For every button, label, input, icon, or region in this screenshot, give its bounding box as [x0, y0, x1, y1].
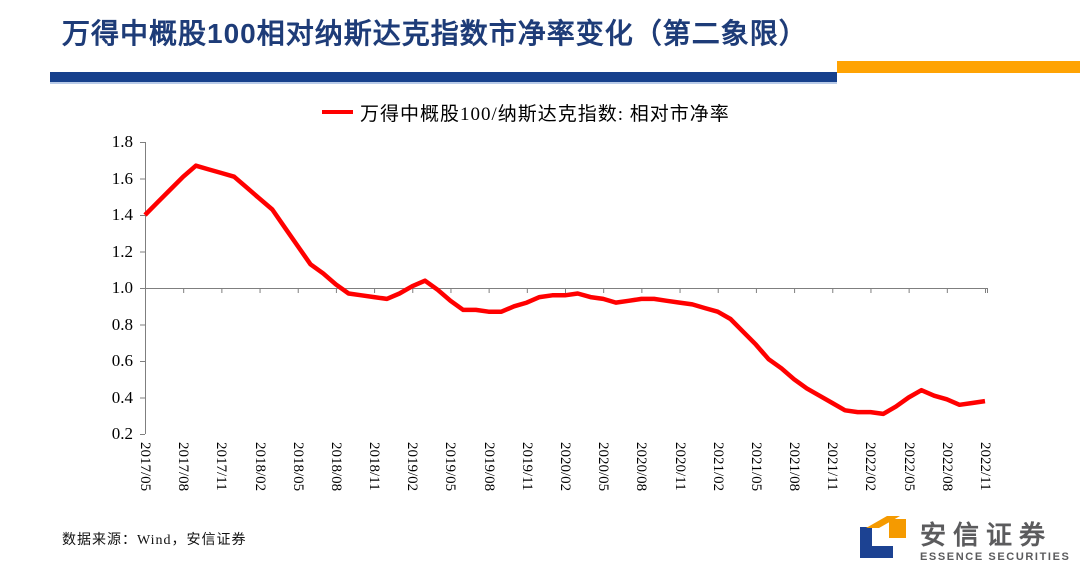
x-axis-tick-label: 2020/11: [671, 442, 688, 491]
logo-name: 安信证券: [920, 520, 1053, 550]
y-axis-tick-label: 0.4: [111, 387, 133, 407]
x-axis-tick-label: 2021/11: [824, 442, 841, 491]
data-source: 数据来源：Wind，安信证券: [62, 533, 247, 548]
x-axis-tick-label: 2020/08: [633, 442, 650, 492]
brand-logo: 安信证券 ESSENCE SECURITIES: [860, 514, 1070, 563]
x-axis-tick-label: 2017/08: [175, 442, 192, 492]
x-axis-tick-label: 2022/02: [862, 442, 879, 492]
y-axis-tick-label: 0.6: [111, 351, 133, 370]
title-underline-orange: [837, 61, 1080, 73]
series-line: [143, 163, 986, 417]
logo-mark: [860, 516, 906, 558]
page-title: 万得中概股100相对纳斯达克指数市净率变化（第二象限）: [62, 18, 808, 49]
legend-label: 万得中概股100/纳斯达克指数: 相对市净率: [360, 103, 730, 125]
x-axis-tick-label: 2021/02: [709, 442, 726, 492]
chart-legend: 万得中概股100/纳斯达克指数: 相对市净率: [322, 100, 730, 125]
title-underline-blue: [50, 72, 837, 84]
x-axis-tick-label: 2019/05: [442, 442, 459, 492]
y-axis-tick-label: 0.8: [111, 314, 133, 334]
x-axis-tick-label: 2018/05: [289, 442, 306, 492]
x-axis-tick-label: 2017/05: [137, 442, 153, 492]
logo-subtitle: ESSENCE SECURITIES: [920, 551, 1071, 563]
x-axis-tick-label: 2022/08: [938, 442, 955, 492]
legend-line-marker: [322, 109, 353, 115]
x-axis-tick-label: 2021/08: [786, 442, 803, 492]
y-axis-tick-label: 1.0: [111, 278, 133, 297]
x-axis-tick-label: 2018/02: [251, 442, 268, 492]
x-axis-tick-label: 2019/08: [480, 442, 497, 492]
x-axis-tick-label: 2017/11: [213, 442, 230, 491]
x-axis-tick-label: 2018/08: [327, 442, 344, 492]
x-axis-tick-label: 2019/11: [518, 442, 535, 491]
x-axis-tick-label: 2018/11: [366, 442, 383, 491]
y-axis-tick-label: 1.2: [111, 241, 133, 261]
y-axis-tick-label: 1.8: [111, 132, 133, 151]
x-axis-tick-label: 2019/02: [404, 442, 421, 492]
x-axis-tick-label: 2022/11: [977, 442, 993, 491]
x-axis-tick-label: 2020/05: [595, 442, 612, 492]
y-axis-tick-label: 0.2: [111, 424, 133, 443]
x-axis-tick-label: 2020/02: [557, 442, 573, 492]
y-axis-tick-label: 1.4: [111, 205, 133, 224]
y-axis-tick-label: 1.6: [111, 168, 133, 188]
x-axis-tick-label: 2022/05: [900, 442, 917, 492]
x-axis-tick-label: 2021/05: [747, 442, 764, 492]
